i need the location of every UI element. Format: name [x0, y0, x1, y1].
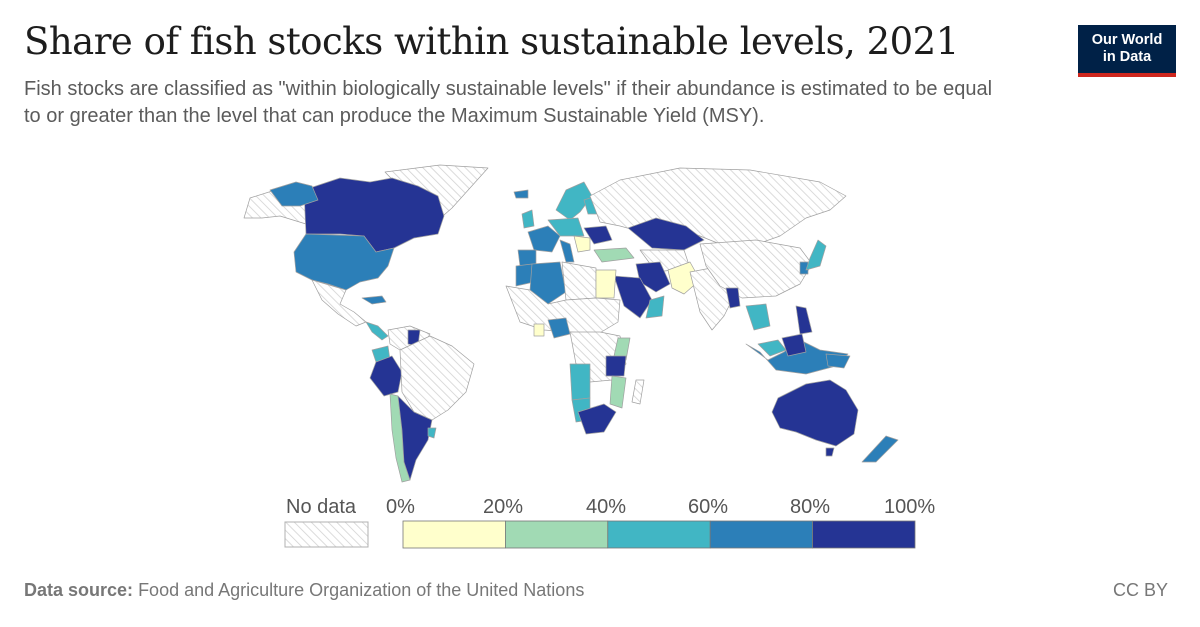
mozambique-region[interactable]	[609, 375, 627, 409]
papua-region[interactable]	[825, 353, 851, 369]
france-region[interactable]	[527, 225, 561, 253]
legend-bin-3[interactable]	[709, 520, 814, 549]
legend-tick-100: 100%	[884, 496, 936, 518]
footer-source-text[interactable]: Food and Agriculture Organization of the…	[138, 580, 585, 600]
china-region[interactable]	[699, 239, 813, 299]
logo-line-1: Our World	[1091, 32, 1163, 48]
libya-region[interactable]	[561, 261, 597, 301]
uk-region[interactable]	[521, 209, 535, 229]
tanzania-region[interactable]	[605, 355, 627, 377]
saudi-arabia-region[interactable]	[613, 275, 653, 319]
kenya-region[interactable]	[613, 337, 631, 361]
legend-tick-80: 80%	[790, 496, 831, 518]
new-zealand-region[interactable]	[861, 435, 899, 463]
footer-source: Data source: Food and Agriculture Organi…	[24, 580, 584, 601]
chart-title: Share of fish stocks within sustainable …	[24, 20, 959, 63]
legend-tick-60: 60%	[688, 496, 729, 518]
japan-region[interactable]	[805, 239, 827, 271]
owid-logo[interactable]: Our World in Data	[1078, 25, 1176, 77]
argentina-region[interactable]	[397, 395, 433, 481]
legend-color-bar	[402, 520, 916, 549]
legend-tick-40: 40%	[586, 496, 627, 518]
canada-arctic-region[interactable]	[269, 181, 319, 207]
nigeria-region[interactable]	[547, 317, 571, 339]
footer-source-label: Data source:	[24, 580, 134, 600]
indonesia-region[interactable]	[745, 339, 849, 375]
footer-license[interactable]: CC BY	[1113, 580, 1169, 600]
legend-bin-1[interactable]	[505, 520, 609, 549]
uruguay-region[interactable]	[427, 427, 437, 439]
kazakhstan-region[interactable]	[627, 217, 705, 251]
korea-region[interactable]	[799, 261, 809, 275]
central-america-region[interactable]	[365, 321, 389, 341]
algeria-region[interactable]	[529, 261, 567, 305]
usa-region[interactable]	[293, 233, 395, 291]
legend-tick-0: 0%	[386, 496, 415, 518]
turkey-region[interactable]	[593, 247, 635, 263]
borneo-region[interactable]	[781, 333, 807, 357]
canada-region[interactable]	[303, 177, 445, 253]
brazil-region[interactable]	[399, 335, 475, 421]
myanmar-region[interactable]	[725, 287, 741, 309]
chart-subtitle: Fish stocks are classified as "within bi…	[24, 78, 993, 127]
legend-bin-4[interactable]	[812, 520, 916, 549]
philippines-region[interactable]	[795, 305, 813, 335]
balkans-region[interactable]	[573, 235, 591, 253]
ukraine-region[interactable]	[583, 225, 613, 245]
madagascar-region[interactable]	[631, 379, 645, 405]
pakistan-region[interactable]	[667, 261, 701, 295]
thailand-region[interactable]	[745, 303, 771, 331]
legend-no-data-swatch	[284, 521, 369, 548]
italy-region[interactable]	[559, 239, 575, 263]
angola-region[interactable]	[569, 363, 591, 401]
cuba-region[interactable]	[361, 295, 387, 305]
australia-region[interactable]	[771, 379, 859, 447]
tasmania-region[interactable]	[825, 447, 835, 457]
legend-bin-2[interactable]	[607, 520, 711, 549]
south-africa-region[interactable]	[577, 403, 617, 435]
legend-no-data-label: No data	[286, 496, 357, 518]
ivory-coast-region[interactable]	[533, 323, 545, 337]
oman-region[interactable]	[645, 295, 665, 319]
legend-tick-20: 20%	[483, 496, 524, 518]
russia-region[interactable]	[589, 167, 847, 247]
iceland-region[interactable]	[513, 189, 529, 199]
egypt-region[interactable]	[595, 269, 617, 299]
legend-bin-0[interactable]	[402, 520, 506, 549]
peru-region[interactable]	[369, 355, 403, 397]
logo-line-2: in Data	[1102, 49, 1152, 65]
central-europe-region[interactable]	[547, 217, 585, 237]
